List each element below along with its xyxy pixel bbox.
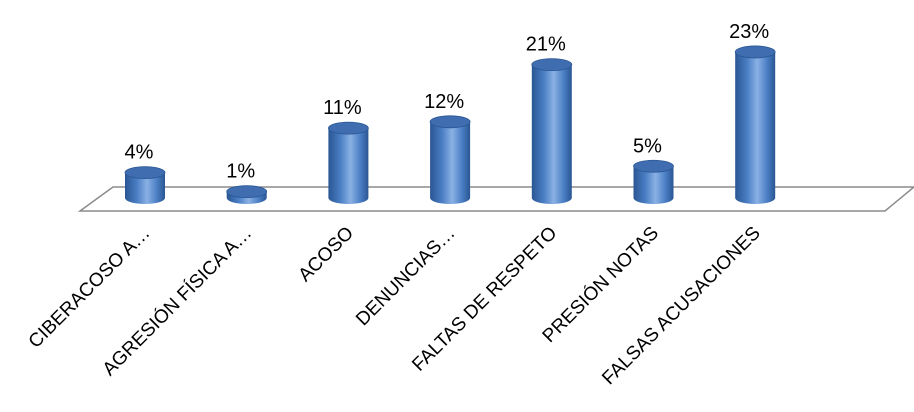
bar <box>633 159 674 204</box>
bar-top <box>327 121 369 135</box>
value-label: 11% <box>323 97 362 119</box>
bar-body <box>125 172 165 204</box>
value-label: 12% <box>424 91 464 113</box>
category-labels-group: CIBERACOSO A…AGRESIÓN FÍSICA A… ACOSODENU… <box>25 222 765 389</box>
bar-top <box>226 185 268 199</box>
value-labels-group: 4% 1% 11% 12% 21% 5% 23% <box>125 21 770 183</box>
bar <box>734 45 776 205</box>
bar <box>124 166 166 204</box>
bar-body <box>328 128 369 204</box>
bar-top <box>531 58 573 72</box>
value-label: 21% <box>526 34 566 56</box>
bar-top <box>633 159 674 173</box>
bar <box>327 121 369 204</box>
bar-body <box>531 64 572 205</box>
bar-body <box>633 166 674 204</box>
bar <box>531 58 573 205</box>
bars-group <box>124 45 776 205</box>
bar-body <box>430 121 471 204</box>
bar <box>429 115 471 204</box>
category-label: DENUNCIAS… <box>352 223 459 330</box>
bar <box>226 185 268 204</box>
category-label: ACOSO <box>295 223 358 286</box>
bar-top <box>734 45 776 59</box>
chart-floor <box>77 186 914 212</box>
value-label: 4% <box>125 142 154 164</box>
bar-top <box>124 166 166 180</box>
value-label: 1% <box>226 161 255 183</box>
bar-top <box>429 115 471 129</box>
value-label: 5% <box>633 135 662 157</box>
bar-body <box>735 51 776 205</box>
value-label: 23% <box>729 21 769 43</box>
